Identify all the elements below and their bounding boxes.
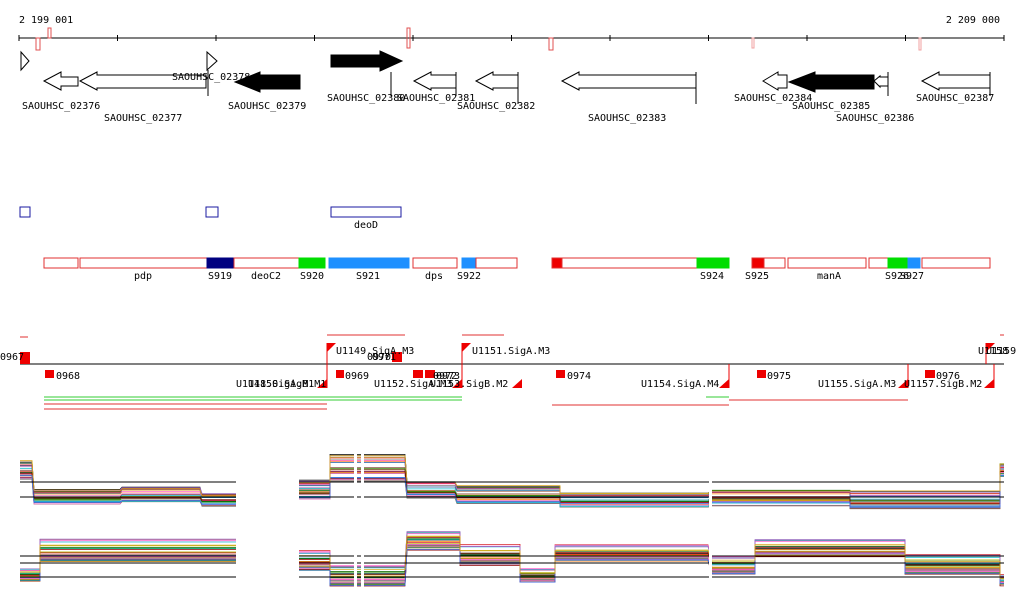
segment-box[interactable] <box>921 257 991 269</box>
gene-arrow[interactable] <box>330 50 404 72</box>
segment-label: manA <box>817 271 841 282</box>
segment-label: S927 <box>900 271 924 282</box>
feature-label: U1154.SigA.M4 <box>641 379 719 390</box>
gene-arrow[interactable] <box>920 71 991 91</box>
gene-label: SAOUHSC_02377 <box>104 113 182 124</box>
ruler-end-label: 2 209 000 <box>946 15 1000 26</box>
ruler-marks <box>35 27 922 51</box>
segment-box[interactable] <box>43 257 79 269</box>
segment-box[interactable] <box>887 257 909 269</box>
feature-label: U1150.SigB.M1 <box>248 379 326 390</box>
segment-label: S925 <box>745 271 769 282</box>
segment-box[interactable] <box>412 257 458 269</box>
gene-label: SAOUHSC_02382 <box>457 101 535 112</box>
expression-profile-lower <box>20 531 1004 587</box>
segment-box[interactable] <box>206 257 235 269</box>
expression-gaps <box>354 450 712 595</box>
segment-box[interactable] <box>551 257 563 269</box>
operon-box[interactable] <box>330 206 402 218</box>
ruler-ticks <box>18 35 1005 41</box>
segment-box[interactable] <box>763 257 786 269</box>
segment-label: pdp <box>134 271 152 282</box>
feature-label: U1149.SigA.M3 <box>336 346 414 357</box>
feature-label: 0967 <box>0 352 24 363</box>
segment-box[interactable] <box>328 257 410 269</box>
segment-box[interactable] <box>475 257 518 269</box>
segment-box[interactable] <box>79 257 208 269</box>
feature-label: 0973 <box>436 371 460 382</box>
segment-box[interactable] <box>696 257 730 269</box>
segment-label: S926 <box>885 271 909 282</box>
feature-label: 0971 <box>372 352 396 363</box>
feature-label: U1153.SigB.M2 <box>430 379 508 390</box>
feature-labels: 0967 0968 U1148.SigA.M1 U1150.SigB.M1 09… <box>0 346 1016 390</box>
gene-arrow[interactable] <box>762 71 788 91</box>
segment-box[interactable] <box>461 257 477 269</box>
gene-labels: SAOUHSC_02376 SAOUHSC_02377 SAOUHSC_0237… <box>22 72 994 124</box>
gene-label: SAOUHSC_02376 <box>22 101 100 112</box>
gene-label: SAOUHSC_02386 <box>836 113 914 124</box>
feature-label: U1148.SigA.M1 <box>236 379 314 390</box>
feature-label: U1157.SigB.M2 <box>904 379 982 390</box>
operon-track <box>19 206 402 218</box>
segment-label: S921 <box>356 271 380 282</box>
gene-arrow[interactable] <box>412 71 457 91</box>
gene-label: SAOUHSC_02378 <box>172 72 250 83</box>
feature-label: 0974 <box>567 371 591 382</box>
feature-label: U1151.SigA.M3 <box>472 346 550 357</box>
feature-label: U1155.SigA.M3 <box>818 379 896 390</box>
gene-arrow[interactable] <box>474 71 519 91</box>
segment-box[interactable] <box>561 257 698 269</box>
gene-arrow[interactable] <box>78 71 207 91</box>
segment-box[interactable] <box>298 257 326 269</box>
gene-arrow[interactable] <box>787 71 875 93</box>
segment-box[interactable] <box>787 257 867 269</box>
segment-label: S919 <box>208 271 232 282</box>
segment-track <box>43 257 991 269</box>
segment-label: S922 <box>457 271 481 282</box>
gene-label: SAOUHSC_02384 <box>734 93 812 104</box>
segment-box[interactable] <box>868 257 889 269</box>
gene-arrow[interactable] <box>42 71 79 91</box>
segment-label: dps <box>425 271 443 282</box>
gene-arrow[interactable] <box>560 71 697 91</box>
ruler-start-label: 2 199 001 <box>19 15 73 26</box>
feature-label: 0970 <box>367 352 391 363</box>
feature-label: U1159 <box>986 346 1016 357</box>
gene-label: SAOUHSC_02387 <box>916 93 994 104</box>
segment-label: deoC2 <box>251 271 281 282</box>
gene-label: SAOUHSC_02383 <box>588 113 666 124</box>
feature-label: U1152.SigA.M3 <box>374 379 452 390</box>
feature-label: 0969 <box>345 371 369 382</box>
gene-label: SAOUHSC_02379 <box>228 101 306 112</box>
segment-label: S920 <box>300 271 324 282</box>
gene-track <box>20 50 991 104</box>
feature-label: 0976 <box>936 371 960 382</box>
segment-labels: pdp S919 deoC2 S920 S921 dps S922 S924 S… <box>134 271 924 282</box>
coordinate-ruler: 2 199 001 2 209 000 <box>18 15 1005 51</box>
expression-reference-lines <box>20 481 1004 578</box>
expression-profile-upper <box>20 454 1004 510</box>
segment-box[interactable] <box>907 257 921 269</box>
feature-label: 0975 <box>767 371 791 382</box>
gene-arrow[interactable] <box>233 71 301 93</box>
gene-label: SAOUHSC_02385 <box>792 101 870 112</box>
gene-arrow[interactable] <box>873 74 889 89</box>
operon-label: deoD <box>354 220 378 231</box>
feature-label: 0972 <box>433 371 457 382</box>
feature-label: 0968 <box>56 371 80 382</box>
segment-label: S924 <box>700 271 724 282</box>
feature-track <box>20 334 1004 410</box>
segment-box[interactable] <box>233 257 300 269</box>
gene-label: SAOUHSC_02380 <box>327 93 405 104</box>
gene-label: SAOUHSC_02381 <box>397 93 475 104</box>
feature-label: U1158 <box>978 346 1008 357</box>
segment-box[interactable] <box>751 257 765 269</box>
